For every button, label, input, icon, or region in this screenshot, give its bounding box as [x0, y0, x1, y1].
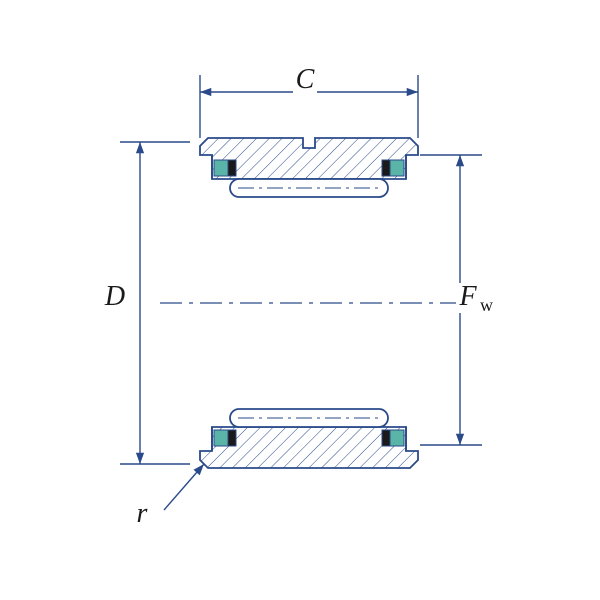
retainer-block: [390, 160, 404, 176]
retainer-block: [214, 430, 228, 446]
dimension-label-c: C: [296, 64, 315, 95]
seal-block: [228, 430, 236, 446]
dimension-label-fw-sub: w: [480, 295, 493, 315]
seal-block: [382, 160, 390, 176]
dimension-label-d: D: [104, 281, 125, 312]
seal-block: [228, 160, 236, 176]
seal-block: [382, 430, 390, 446]
retainer-block: [214, 160, 228, 176]
dimension-label-fw: F: [458, 281, 477, 312]
leader-label-r: r: [137, 498, 148, 529]
retainer-block: [390, 430, 404, 446]
